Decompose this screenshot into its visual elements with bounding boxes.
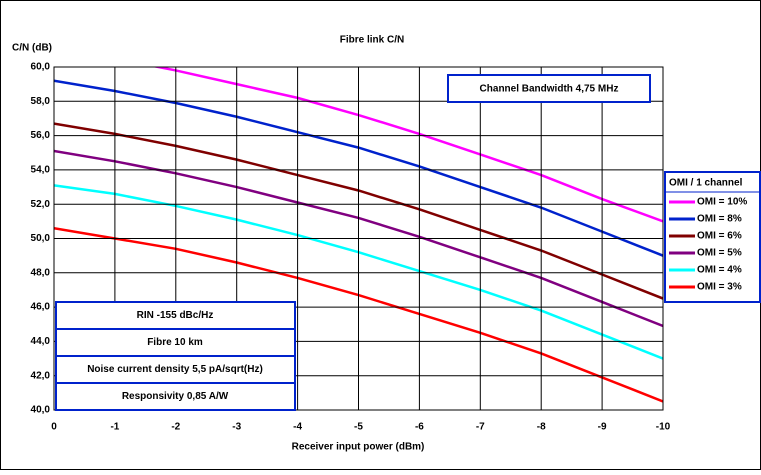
legend-label: OMI = 5% [697, 248, 742, 259]
annotation-text: Responsivity 0,85 A/W [122, 391, 229, 402]
annotation-text: RIN -155 dBc/Hz [137, 310, 214, 321]
x-tick-label: -2 [171, 422, 180, 433]
annotation-text: Fibre 10 km [147, 337, 203, 348]
annotation-box [55, 382, 296, 411]
x-tick-label: -9 [598, 422, 607, 433]
y-tick-label: 56,0 [31, 130, 51, 141]
x-tick-label: -5 [354, 422, 363, 433]
y-tick-label: 50,0 [31, 233, 51, 244]
chart-title: Fibre link C/N [340, 35, 404, 46]
y-tick-label: 42,0 [31, 370, 51, 381]
legend-label: OMI = 3% [697, 282, 742, 293]
legend-label: OMI = 8% [697, 214, 742, 225]
y-tick-label: 46,0 [31, 302, 51, 313]
y-tick-label: 58,0 [31, 96, 51, 107]
note-box [447, 74, 651, 103]
legend-label: OMI = 10% [697, 197, 747, 208]
x-tick-label: -4 [293, 422, 302, 433]
legend-title: OMI / 1 channel [669, 178, 743, 189]
legend-label: OMI = 4% [697, 265, 742, 276]
y-tick-label: 44,0 [31, 336, 51, 347]
annotation-text: Noise current density 5,5 pA/sqrt(Hz) [87, 364, 263, 375]
y-tick-label: 40,0 [31, 405, 51, 416]
x-axis-title: Receiver input power (dBm) [292, 442, 425, 453]
x-tick-label: -7 [476, 422, 485, 433]
legend-label: OMI = 6% [697, 231, 742, 242]
y-axis-title: C/N (dB) [12, 43, 52, 54]
y-tick-label: 48,0 [31, 267, 51, 278]
x-tick-label: -1 [110, 422, 119, 433]
x-tick-label: 0 [51, 422, 57, 433]
x-tick-label: -3 [232, 422, 241, 433]
x-tick-label: -10 [656, 422, 671, 433]
note-text: Channel Bandwidth 4,75 MHz [480, 84, 619, 95]
x-tick-label: -6 [415, 422, 424, 433]
y-tick-label: 60,0 [31, 62, 51, 73]
annotation-box [55, 328, 296, 357]
x-tick-label: -8 [537, 422, 546, 433]
y-tick-label: 52,0 [31, 199, 51, 210]
y-tick-label: 54,0 [31, 165, 51, 176]
